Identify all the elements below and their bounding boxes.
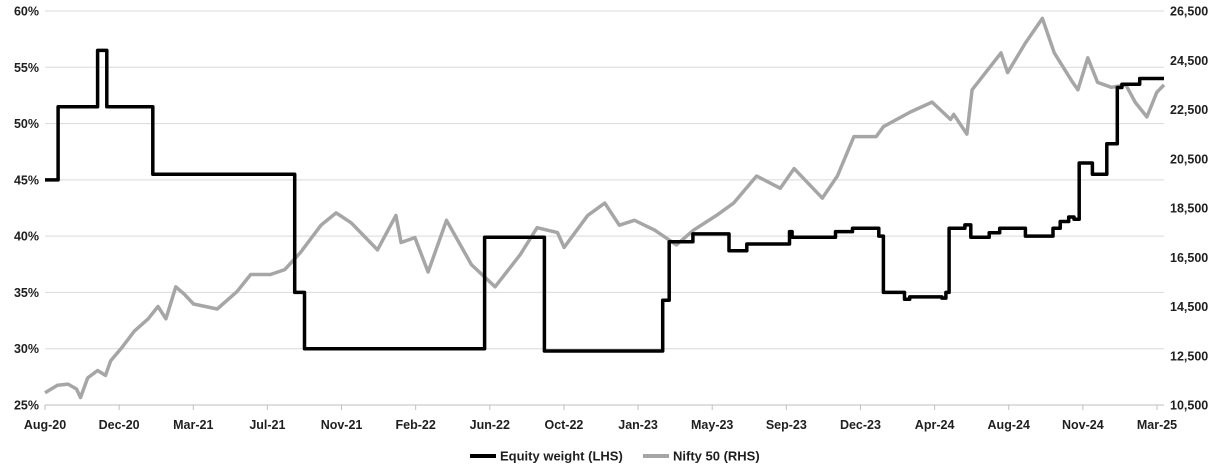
gridlines [45, 10, 1164, 350]
x-tick-label: Mar-25 [1137, 418, 1177, 432]
left-y-tick-label: 30% [14, 342, 39, 356]
x-tick-label: Jun-22 [470, 418, 510, 432]
left-y-tick-label: 50% [14, 117, 39, 131]
left-y-tick-label: 55% [14, 61, 39, 75]
x-tick-label: Nov-21 [321, 418, 363, 432]
left-y-tick-label: 45% [14, 173, 39, 187]
right-y-tick-label: 20,500 [1170, 152, 1208, 166]
x-tick-label: Dec-23 [840, 418, 881, 432]
series-layer [44, 16, 1166, 400]
x-tick-label: Jul-21 [249, 418, 285, 432]
x-tick-label: Feb-22 [396, 418, 436, 432]
left-y-tick-label: 35% [14, 286, 39, 300]
x-tick-label: Apr-24 [915, 418, 955, 432]
right-y-tick-label: 14,500 [1170, 300, 1208, 314]
series-line-nifty-50 [44, 16, 1166, 400]
x-axis: Aug-20 Dec-20 Mar-21 Jul-21 Nov-21 Feb-22 Jun-… [24, 405, 1177, 432]
right-y-tick-label: 10,500 [1170, 399, 1208, 413]
right-y-tick-label: 24,500 [1170, 54, 1208, 68]
right-y-tick-label: 12,500 [1170, 349, 1208, 363]
legend: Equity weight (LHS) Nifty 50 (RHS) [470, 449, 760, 464]
left-y-axis: 25% 30% 35% 40% 45% 50% 55% 60% [14, 5, 39, 413]
left-y-tick-label: 40% [14, 230, 39, 244]
series-line-equity-weight [45, 48, 1164, 353]
x-tick-label: Aug-24 [988, 418, 1030, 432]
x-tick-label: Dec-20 [99, 418, 140, 432]
left-y-tick-label: 25% [14, 399, 39, 413]
x-tick-label: Mar-21 [173, 418, 213, 432]
x-tick-label: May-23 [691, 418, 733, 432]
x-tick-label: Oct-22 [544, 418, 583, 432]
x-tick-label: Nov-24 [1062, 418, 1104, 432]
right-y-axis: 10,500 12,500 14,500 16,500 18,500 20,500 22,5… [1170, 5, 1208, 413]
right-y-tick-label: 22,500 [1170, 103, 1208, 117]
x-tick-label: Sep-23 [766, 418, 807, 432]
right-y-tick-label: 26,500 [1170, 5, 1208, 19]
left-y-tick-label: 60% [14, 5, 39, 19]
x-tick-label: Jan-23 [618, 418, 658, 432]
legend-label-equity-weight: Equity weight (LHS) [500, 449, 623, 464]
right-y-tick-label: 18,500 [1170, 202, 1208, 216]
x-tick-label: Aug-20 [24, 418, 66, 432]
legend-label-nifty-50: Nifty 50 (RHS) [673, 449, 760, 464]
right-y-tick-label: 16,500 [1170, 251, 1208, 265]
